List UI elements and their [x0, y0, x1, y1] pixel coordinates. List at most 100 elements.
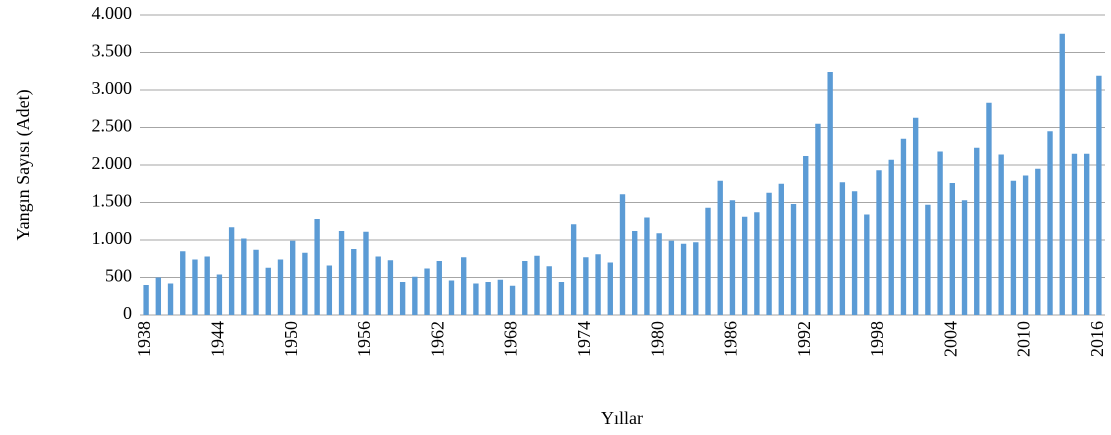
y-tick-label: 500: [105, 266, 132, 286]
bar: [1047, 131, 1053, 315]
y-tick-label: 2.500: [92, 116, 133, 136]
bar: [827, 72, 833, 315]
bar: [619, 194, 626, 315]
bar: [522, 261, 528, 315]
bar: [680, 243, 687, 315]
y-tick-label: 1.000: [92, 228, 133, 248]
y-tick-label: 3.000: [92, 78, 133, 98]
y-tick-label: 2.000: [92, 153, 133, 173]
x-tick-label: 1980: [647, 321, 667, 357]
bar: [497, 279, 504, 315]
bar: [1010, 180, 1017, 315]
y-tick-label: 1.500: [92, 191, 133, 211]
bar: [656, 233, 662, 315]
bar: [1096, 75, 1102, 315]
bar: [949, 183, 955, 315]
bar: [644, 217, 650, 315]
bar: [778, 183, 784, 315]
bar: [412, 276, 418, 315]
bar: [900, 138, 907, 315]
bar: [277, 259, 284, 315]
bar: [399, 282, 406, 315]
bar: [338, 231, 345, 315]
x-tick-label: 1974: [574, 321, 594, 357]
bar: [705, 207, 711, 315]
bar: [204, 256, 210, 315]
bar: [424, 268, 430, 315]
bar: [436, 261, 442, 315]
bar: [595, 254, 601, 315]
bar: [668, 240, 675, 315]
bar: [387, 260, 394, 315]
x-tick-label: 1938: [134, 321, 154, 357]
bar: [485, 282, 491, 315]
bar: [986, 102, 992, 315]
bar: [180, 251, 186, 315]
bar: [803, 156, 809, 315]
bar: [570, 224, 577, 315]
bar: [192, 259, 198, 315]
bar: [998, 154, 1004, 315]
bar: [693, 242, 699, 315]
bar: [375, 256, 381, 315]
bar: [607, 262, 613, 315]
bar: [766, 192, 772, 315]
x-tick-label: 2004: [940, 321, 960, 357]
bar: [583, 257, 589, 315]
bar: [326, 265, 333, 315]
bar: [302, 252, 308, 315]
bar: [1083, 153, 1090, 315]
bar: [253, 249, 259, 315]
x-tick-label: 1956: [354, 321, 374, 357]
x-tick-label: 2010: [1014, 321, 1034, 357]
bar: [1035, 168, 1041, 315]
bar: [974, 147, 980, 315]
bar: [241, 238, 247, 315]
bar: [546, 266, 552, 315]
bar: [473, 283, 479, 315]
x-tick-label: 2016: [1087, 321, 1107, 357]
bar: [155, 277, 162, 315]
bar: [888, 159, 894, 315]
bar: [363, 231, 369, 315]
bar: [534, 255, 540, 315]
y-tick-label: 4.000: [92, 3, 133, 23]
bar: [937, 151, 943, 315]
bar: [729, 200, 736, 315]
bar: [961, 200, 968, 315]
bar: [143, 285, 149, 315]
bar: [754, 212, 760, 315]
bar: [790, 204, 797, 315]
x-tick-label: 1944: [208, 321, 228, 357]
bar: [851, 191, 858, 315]
bar: [839, 182, 846, 315]
bar: [558, 282, 565, 315]
bar: [228, 227, 235, 315]
y-axis-title: Yangın Sayısı (Adet): [13, 89, 34, 240]
y-tick-label: 3.500: [92, 41, 133, 61]
x-tick-label: 1998: [867, 321, 887, 357]
bar: [925, 204, 931, 315]
bar: [632, 231, 638, 315]
x-axis-title: Yıllar: [601, 408, 643, 428]
x-tick-label: 1992: [794, 321, 814, 357]
bar: [167, 283, 174, 315]
bar: [265, 267, 271, 315]
bar: [448, 280, 455, 315]
x-tick-label: 1950: [281, 321, 301, 357]
bar: [1059, 33, 1065, 315]
bar: [314, 219, 320, 315]
bar: [351, 249, 357, 315]
bar: [864, 214, 870, 315]
x-tick-label: 1968: [501, 321, 521, 357]
bar: [815, 123, 821, 315]
y-tick-label: 0: [123, 303, 132, 323]
bar: [741, 216, 748, 315]
bar: [509, 285, 516, 315]
bar: [1022, 175, 1029, 315]
bar: [216, 274, 223, 315]
bar: [1071, 153, 1078, 315]
bar: [461, 257, 467, 315]
x-tick-label: 1962: [427, 321, 447, 357]
